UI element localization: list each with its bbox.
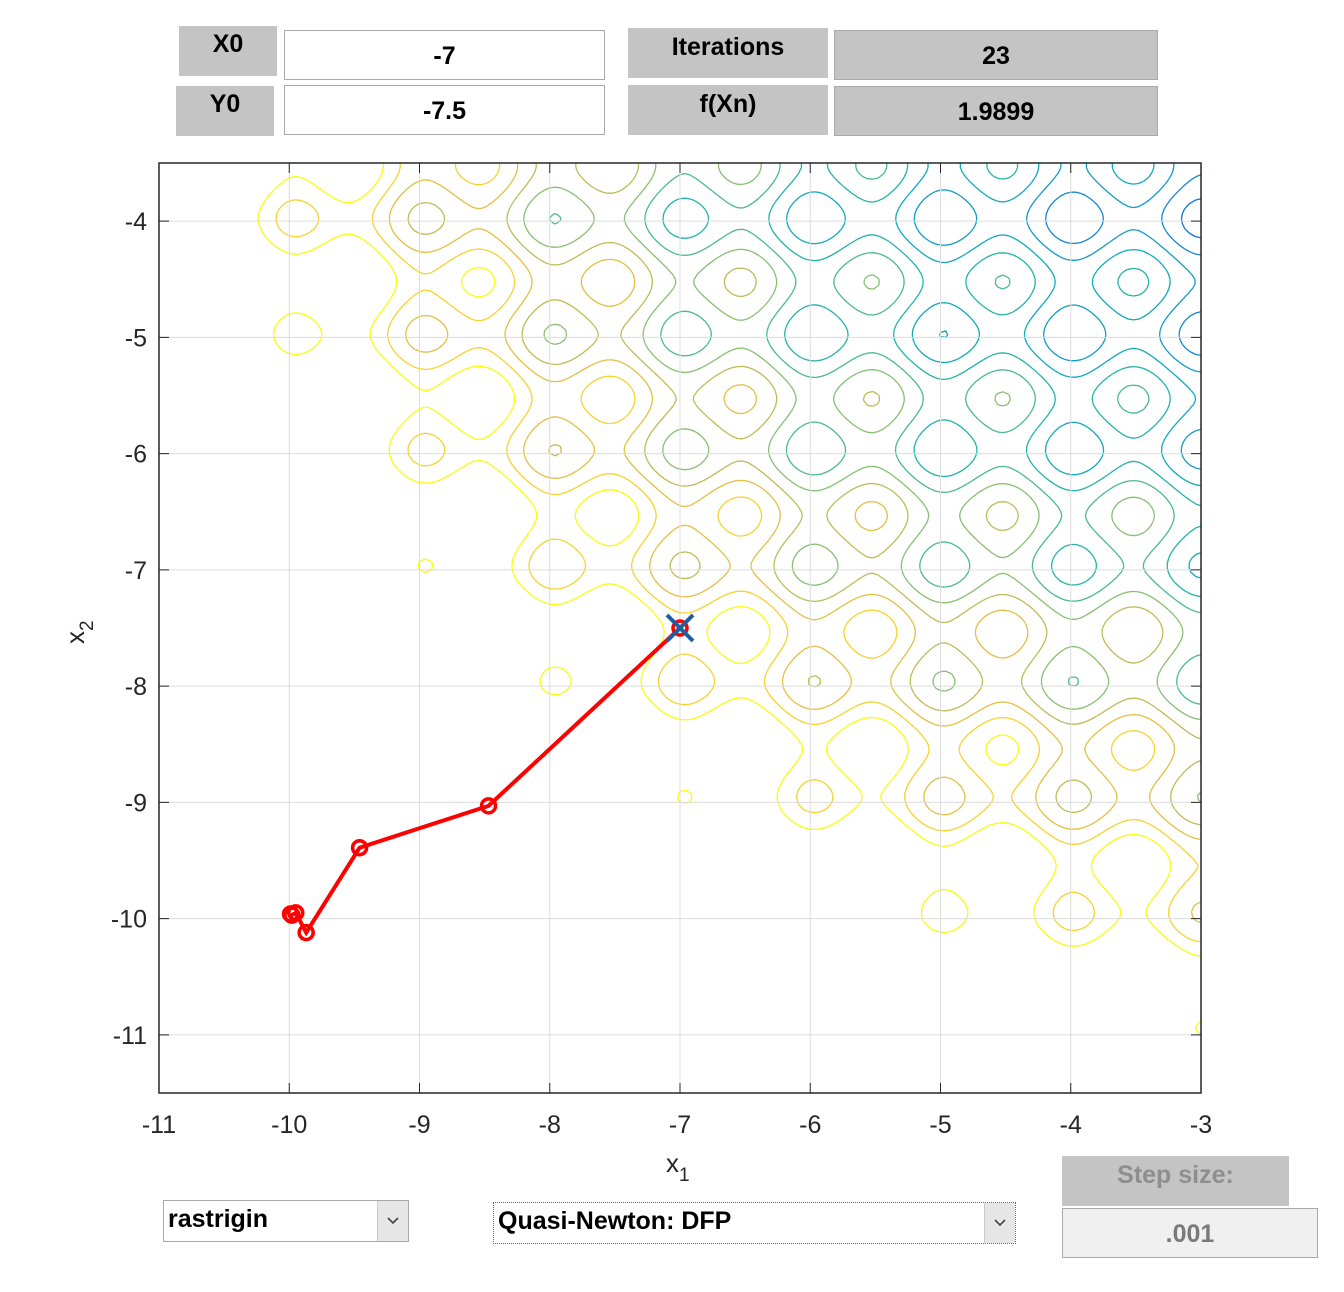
y0-input[interactable]: -7.5 <box>284 85 605 135</box>
start-marker <box>665 613 695 643</box>
path-point <box>297 923 315 942</box>
function-select[interactable]: rastrigin <box>163 1200 409 1242</box>
y-axis-label: x2 <box>60 620 98 644</box>
contour-level <box>785 162 1202 579</box>
chevron-down-icon[interactable] <box>984 1203 1015 1243</box>
contour-level <box>388 162 1202 924</box>
axis-ticks: -11 -10 -9 -8 -7 -6 -5 -4 -3 -11 -10 -9 -8 -7 -6 -5 -4 <box>111 163 1212 1139</box>
path-point <box>281 905 300 923</box>
path-point <box>350 838 369 857</box>
path-line <box>289 626 682 937</box>
iterations-label: Iterations <box>628 28 828 78</box>
contour-level <box>913 162 1202 470</box>
x0-input[interactable]: -7 <box>284 30 605 80</box>
y-tick-label: -11 <box>113 1022 147 1050</box>
y-tick-label: -9 <box>125 789 147 817</box>
y0-label: Y0 <box>176 86 274 136</box>
function-select-value: rastrigin <box>168 1205 269 1233</box>
x-tick-label: -10 <box>271 1111 307 1139</box>
y-tick-label: -5 <box>125 324 147 352</box>
x-tick-label: -8 <box>539 1111 561 1139</box>
x-tick-label: -6 <box>799 1111 821 1139</box>
step-size-input[interactable]: .001 <box>1062 1208 1318 1258</box>
contour-level <box>662 162 1202 598</box>
x-tick-label: -4 <box>1060 1111 1082 1139</box>
grid-lines <box>158 163 1202 1093</box>
x-tick-label: -7 <box>669 1111 691 1139</box>
method-select-value: Quasi-Newton: DFP <box>498 1207 732 1235</box>
method-select[interactable]: Quasi-Newton: DFP <box>493 1202 1016 1244</box>
y-tick-label: -4 <box>125 208 147 236</box>
contour-level <box>523 162 1202 803</box>
contour-level <box>407 162 1202 826</box>
path-point <box>479 797 498 815</box>
contour-level <box>275 162 1202 943</box>
contour-level <box>548 162 1202 705</box>
x-tick-label: -5 <box>929 1111 951 1139</box>
fxn-label: f(Xn) <box>628 85 828 135</box>
x-tick-label: -3 <box>1190 1111 1212 1139</box>
iterations-value: 23 <box>834 30 1158 80</box>
x-tick-label: -11 <box>142 1111 176 1139</box>
y-tick-label: -6 <box>125 441 147 469</box>
path-point <box>671 619 689 637</box>
contour-level <box>1180 198 1202 239</box>
x0-label: X0 <box>179 26 277 76</box>
contour-level <box>1044 174 1202 357</box>
y-tick-label: -7 <box>125 557 147 585</box>
fxn-value: 1.9899 <box>834 86 1158 136</box>
optimization-path <box>281 613 695 942</box>
step-size-label: Step size: <box>1062 1156 1289 1206</box>
chevron-down-icon[interactable] <box>377 1201 408 1241</box>
y-tick-label: -8 <box>125 673 147 701</box>
y-tick-label: -10 <box>111 906 147 934</box>
x-axis-label: x1 <box>666 1148 690 1186</box>
contour-level <box>257 163 1202 1036</box>
x-tick-label: -9 <box>408 1111 430 1139</box>
contour-lines <box>257 162 1202 1036</box>
